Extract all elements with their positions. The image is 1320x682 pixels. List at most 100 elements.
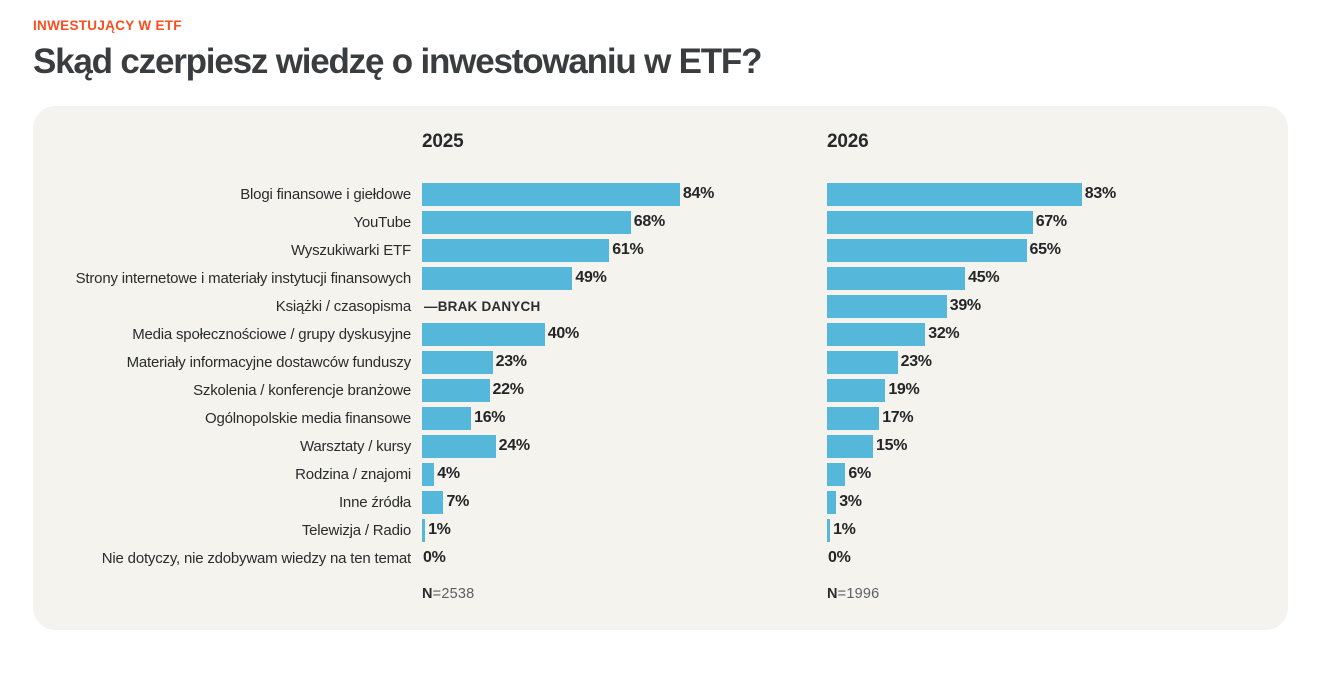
bar (827, 238, 1027, 262)
value-label: 1% (833, 521, 856, 539)
bar (827, 518, 831, 542)
value-label: 6% (848, 465, 871, 483)
bar-cell-2025: 84% (422, 180, 827, 208)
chart-row: Media społecznościowe / grupy dyskusyjne… (33, 320, 1288, 348)
bar-cell-2025: 4% (422, 460, 827, 488)
bar-cell-2026: 6% (827, 460, 1288, 488)
bar (827, 462, 846, 486)
bar (827, 434, 874, 458)
category-label: Strony internetowe i materiały instytucj… (75, 269, 412, 287)
value-label: 4% (437, 465, 460, 483)
value-label: 83% (1084, 185, 1116, 203)
value-label: 23% (495, 353, 527, 371)
bar-cell-2025: 16% (422, 404, 827, 432)
category-label: YouTube (353, 213, 411, 231)
bar (827, 490, 837, 514)
value-label: 7% (446, 493, 470, 511)
bar (422, 266, 573, 290)
chart-row: Strony internetowe i materiały instytucj… (33, 264, 1288, 292)
value-label: 45% (968, 269, 1000, 287)
bar-cell-2026: 83% (827, 180, 1288, 208)
chart-rows: Blogi finansowe i giełdowe 84% 83% YouTube 6… (33, 180, 1288, 572)
chart-row: Szkolenia / konferencje branżowe 22% 19% (33, 376, 1288, 404)
bar (422, 518, 426, 542)
series-header-2025: 2025 (422, 131, 464, 153)
chart-row: Blogi finansowe i giełdowe 84% 83% (33, 180, 1288, 208)
bar-cell-2025: 24% (422, 432, 827, 460)
no-data-label: —BRAK DANYCH (424, 298, 541, 314)
value-label: 84% (682, 185, 714, 203)
page: INWESTUJĄCY W ETF Skąd czerpiesz wiedzę … (33, 18, 1288, 631)
chart-row: Materiały informacyjne dostawców fundusz… (33, 348, 1288, 376)
chart-row: Inne źródła 7% 3% (33, 488, 1288, 516)
value-label: 15% (876, 437, 908, 455)
bar (827, 378, 886, 402)
bar-cell-2026: 39% (827, 292, 1288, 320)
category-label: Media społecznościowe / grupy dyskusyjne (132, 325, 411, 343)
category-label: Rodzina / znajomi (295, 465, 411, 483)
sample-size-n: N (422, 586, 433, 603)
bar (827, 182, 1082, 206)
bar (422, 406, 472, 430)
bar-cell-2026: 1% (827, 516, 1288, 544)
bar (422, 462, 435, 486)
category-label: Nie dotyczy, nie zdobywam wiedzy na ten … (101, 549, 411, 567)
bar (422, 238, 610, 262)
series-header-2026: 2026 (827, 131, 869, 153)
value-label: 40% (547, 325, 579, 343)
bar (422, 434, 496, 458)
value-label: 49% (575, 269, 607, 287)
value-label: 19% (888, 381, 920, 399)
bar-cell-2025: 7% (422, 488, 827, 516)
bar-cell-2026: 0% (827, 544, 1288, 572)
bar (422, 350, 493, 374)
bar-cell-2025: —BRAK DANYCH (422, 292, 827, 320)
value-label: 67% (1035, 213, 1067, 231)
chart-row: Warsztaty / kursy 24% 15% (33, 432, 1288, 460)
bar-cell-2025: 40% (422, 320, 827, 348)
bar (422, 490, 444, 514)
bar (422, 322, 545, 346)
bar (827, 266, 966, 290)
value-label: 32% (928, 325, 960, 343)
chart-row: Nie dotyczy, nie zdobywam wiedzy na ten … (33, 544, 1288, 572)
value-label: 65% (1029, 241, 1061, 259)
chart-row: YouTube 68% 67% (33, 208, 1288, 236)
bar (827, 406, 880, 430)
bar-cell-2025: 22% (422, 376, 827, 404)
chart-row: Wyszukiwarki ETF 61% 65% (33, 236, 1288, 264)
category-label: Materiały informacyjne dostawców fundusz… (126, 353, 412, 371)
value-label: 68% (633, 213, 665, 231)
category-label: Telewizja / Radio (301, 521, 411, 539)
chart-row: Książki / czasopisma —BRAK DANYCH 39% (33, 292, 1288, 320)
sample-size-value: =2538 (432, 586, 475, 603)
value-label: 16% (474, 409, 506, 427)
bar-cell-2026: 3% (827, 488, 1288, 516)
bar (422, 182, 680, 206)
value-label: 17% (882, 409, 914, 427)
value-label: 0% (423, 549, 446, 567)
value-label: 3% (839, 493, 862, 511)
bar (827, 322, 926, 346)
page-title: Skąd czerpiesz wiedzę o inwestowaniu w E… (33, 42, 762, 81)
chart-row: Ogólnopolskie media finansowe 16% 17% (33, 404, 1288, 432)
bar (827, 210, 1033, 234)
chart-card: 2025 2026 Blogi finansowe i giełdowe 84% 8… (33, 106, 1288, 631)
category-label: Szkolenia / konferencje branżowe (193, 381, 411, 399)
bar-cell-2025: 49% (422, 264, 827, 292)
bar-cell-2025: 0% (422, 544, 827, 572)
bar-cell-2025: 23% (422, 348, 827, 376)
bar-cell-2025: 1% (422, 516, 827, 544)
sample-size-2026: N=1996 (827, 586, 1288, 602)
bar-cell-2026: 32% (827, 320, 1288, 348)
bar (827, 350, 898, 374)
bar (422, 378, 490, 402)
column-headers: 2025 2026 (33, 131, 1288, 153)
category-label: Ogólnopolskie media finansowe (205, 409, 411, 427)
category-label: Warsztaty / kursy (299, 437, 411, 455)
chart-row: Telewizja / Radio 1% 1% (33, 516, 1288, 544)
value-label: 22% (492, 381, 524, 399)
sample-size-2025: N=2538 (422, 586, 827, 602)
chart-row: Rodzina / znajomi 4% 6% (33, 460, 1288, 488)
bar-cell-2026: 19% (827, 376, 1288, 404)
